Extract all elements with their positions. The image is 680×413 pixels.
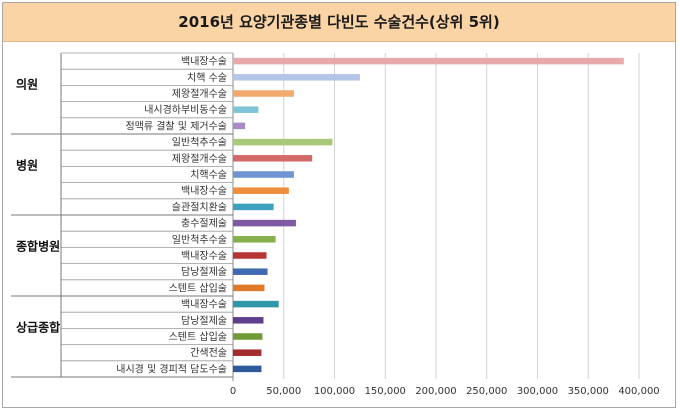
category-label: 일반척추수술 xyxy=(172,234,227,246)
bar xyxy=(233,333,263,340)
title-bar xyxy=(3,3,675,42)
bar xyxy=(233,74,360,81)
category-label: 백내장수술 xyxy=(181,185,227,197)
x-tick-label: 200,000 xyxy=(415,386,456,397)
category-label: 내시경 및 경피적 담도수술 xyxy=(116,362,227,375)
bar xyxy=(233,365,262,373)
group-label: 병원 xyxy=(16,157,38,172)
group-label: 상급종합 xyxy=(16,319,60,334)
bar xyxy=(233,252,267,259)
bar xyxy=(233,349,262,356)
group-label: 종합병원 xyxy=(16,238,60,253)
chart-frame: 2016년 요양기관종별 다빈도 수술건수(상위 5위) 0 50,000 100,… xyxy=(2,2,676,408)
bar xyxy=(233,171,294,178)
category-label: 제왕절개수술 xyxy=(172,152,227,165)
bar-chart: 0 50,000 100,000 150,000 200,000 250,000 300,0… xyxy=(11,52,660,397)
bar xyxy=(233,300,279,308)
category-label: 제왕절개수술 xyxy=(172,87,227,100)
category-label: 정맥류 결찰 및 제거수술 xyxy=(125,120,227,132)
category-label: 치핵 수술 xyxy=(187,72,227,84)
category-label: 스텐트 삽입술 xyxy=(169,281,227,294)
bar xyxy=(233,268,268,275)
category-label: 일반척추수술 xyxy=(172,137,227,149)
x-tick-label: 300,000 xyxy=(517,386,558,397)
bar xyxy=(233,317,264,324)
category-label: 슬관절치환술 xyxy=(172,200,227,213)
category-label: 스텐트 삽입술 xyxy=(169,330,227,343)
bar xyxy=(233,106,259,113)
bar xyxy=(233,57,624,65)
bar xyxy=(233,155,313,162)
group-label: 의원 xyxy=(16,76,38,91)
bar xyxy=(233,122,246,130)
bar xyxy=(233,90,294,97)
category-label: 담낭절제술 xyxy=(181,265,227,278)
bar xyxy=(233,187,289,194)
category-label: 담낭절제술 xyxy=(181,314,227,327)
category-label: 백내장수술 xyxy=(181,299,227,311)
category-label: 치핵수술 xyxy=(190,169,227,181)
category-label: 충수절제술 xyxy=(181,217,227,230)
x-tick-label: 150,000 xyxy=(365,386,406,397)
chart-title: 2016년 요양기관종별 다빈도 수술건수(상위 5위) xyxy=(178,13,500,31)
x-tick-label: 50,000 xyxy=(266,386,301,397)
bar xyxy=(233,138,333,146)
x-tick-label: 400,000 xyxy=(618,386,659,397)
bar xyxy=(233,284,265,292)
bar xyxy=(233,219,296,227)
category-label: 백내장수술 xyxy=(181,56,227,68)
bar xyxy=(233,236,276,243)
bar xyxy=(233,203,274,211)
category-label: 내시경하부비동수술 xyxy=(144,103,227,116)
x-tick-label: 350,000 xyxy=(568,386,609,397)
category-label: 간색전술 xyxy=(190,347,227,359)
x-tick-label: 250,000 xyxy=(466,386,507,397)
x-tick-label: 0 xyxy=(230,386,236,397)
x-tick-label: 100,000 xyxy=(314,386,355,397)
category-label: 백내장수술 xyxy=(181,250,227,262)
